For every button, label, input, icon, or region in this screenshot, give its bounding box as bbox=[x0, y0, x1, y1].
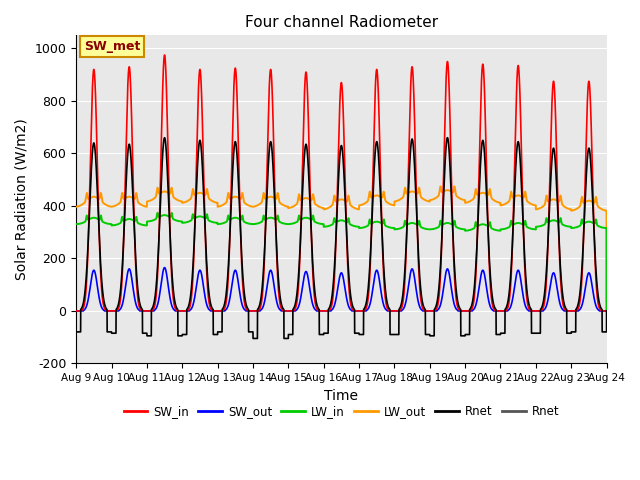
Legend: SW_in, SW_out, LW_in, LW_out, Rnet, Rnet: SW_in, SW_out, LW_in, LW_out, Rnet, Rnet bbox=[119, 401, 564, 423]
Title: Four channel Radiometer: Four channel Radiometer bbox=[244, 15, 438, 30]
Y-axis label: Solar Radiation (W/m2): Solar Radiation (W/m2) bbox=[15, 119, 29, 280]
Text: SW_met: SW_met bbox=[84, 40, 141, 53]
X-axis label: Time: Time bbox=[324, 389, 358, 403]
